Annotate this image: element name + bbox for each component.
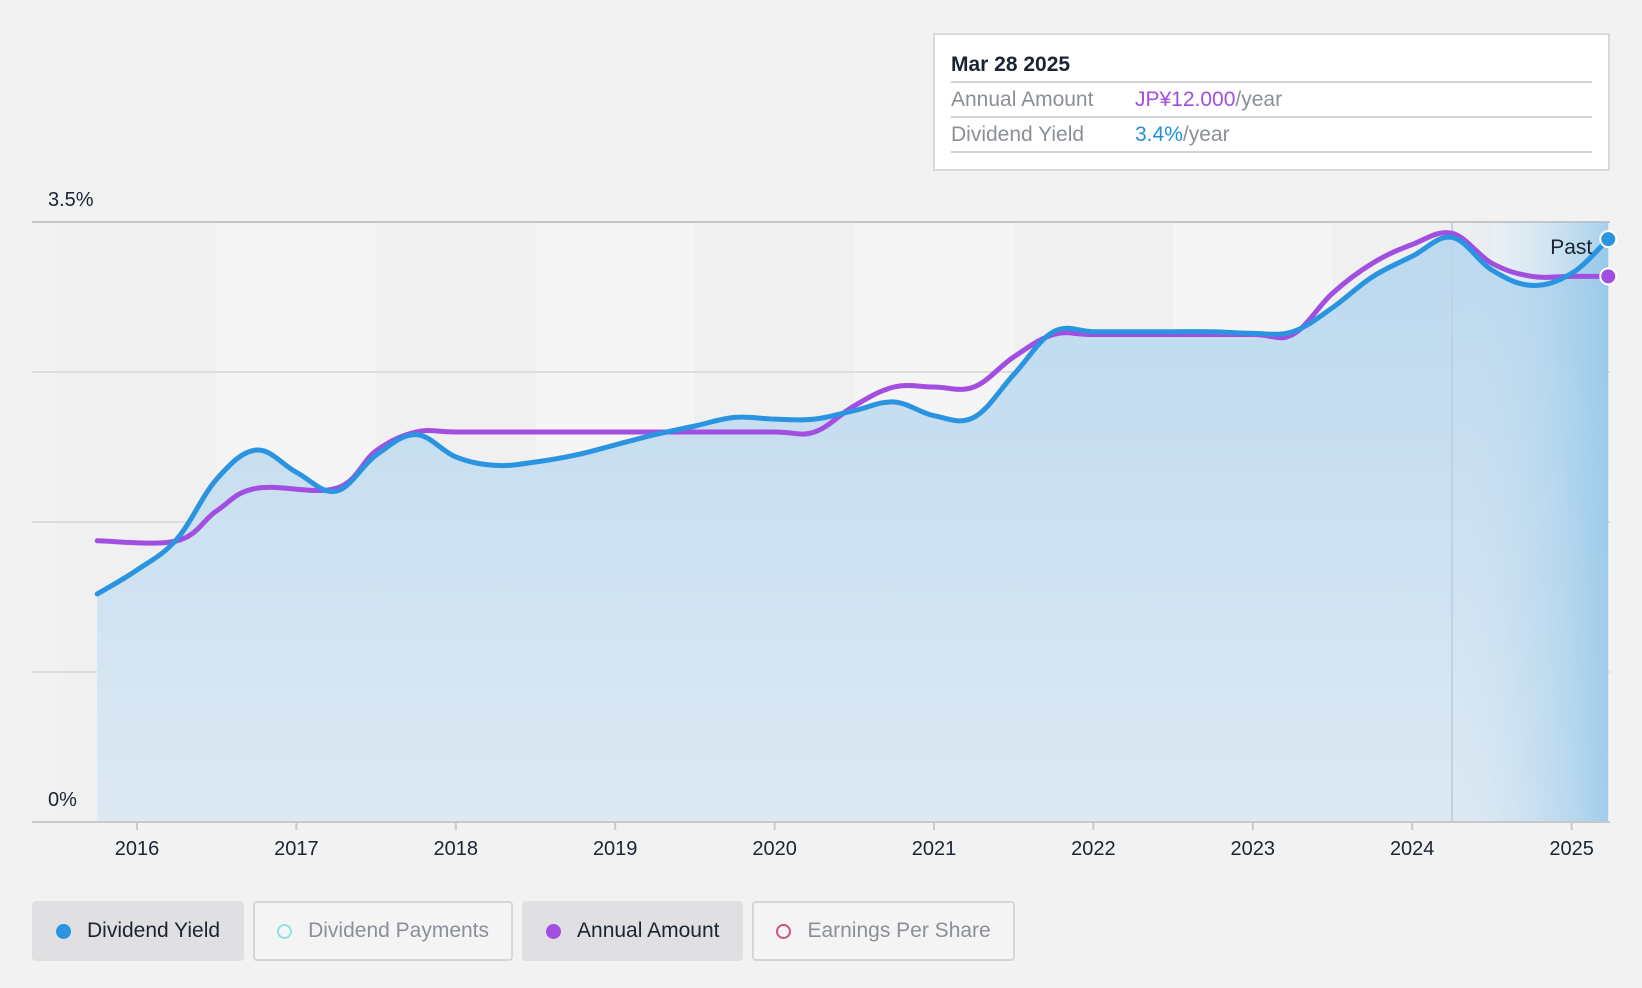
x-tick-label: 2020 [752,838,797,860]
annual-amount-line [94,230,1611,546]
legend-dividend-yield-button[interactable]: Dividend Yield [32,901,245,961]
past-label: Past [1550,236,1592,259]
x-tick-label: 2018 [434,838,479,860]
tooltip-annual-amount-value: JP¥12.000 [1135,88,1236,111]
legend-dot-icon [776,923,792,939]
dividend-yield-end-marker [1599,230,1618,249]
past-region [1452,222,1609,822]
x-tick-label: 2021 [912,838,957,860]
legend-annual-amount-button[interactable]: Annual Amount [522,901,744,961]
legend-dot-icon [546,923,562,939]
legend-dividend-payments-button[interactable]: Dividend Payments [253,901,514,961]
legend-earnings-per-share-button[interactable]: Earnings Per Share [752,901,1015,961]
x-tick-label: 2017 [274,838,319,860]
legend: Dividend Yield Dividend Payments Annual … [32,901,1015,961]
x-tick-label: 2025 [1549,838,1594,860]
dividend-chart: Past 3.5% 0% 2016 2017 2018 2019 2020 2021 202… [32,189,1618,860]
x-tick-label: 2023 [1231,838,1276,860]
tooltip-dividend-yield-value: 3.4% [1135,123,1183,146]
dividend-yield-area [97,237,1609,823]
tooltip-key: Dividend Yield [951,123,1085,146]
dividend-yield-line [94,234,1611,597]
legend-dot-icon [56,923,71,939]
legend-label: Earnings Per Share [807,919,991,942]
tooltip-row-dividend-yield: Dividend Yield 3.4% /year [951,118,1592,153]
tooltip-date: Mar 28 2025 [951,49,1592,83]
legend-label: Annual Amount [577,919,720,942]
tooltip: Mar 28 2025 Annual Amount JP¥12.000 /yea… [933,33,1610,171]
x-tick-label: 2016 [115,838,160,860]
legend-label: Dividend Payments [308,919,490,942]
tooltip-row-annual-amount: Annual Amount JP¥12.000 /year [951,83,1592,118]
legend-dot-icon [277,923,293,939]
annual-amount-end-marker [1599,267,1618,286]
y-axis-min-label: 0% [48,789,77,811]
tooltip-key: Annual Amount [951,88,1094,111]
x-tick-label: 2019 [593,838,638,860]
x-axis-ticks: 2016 2017 2018 2019 2020 2021 2022 2023 2024 2025 [115,822,1594,860]
legend-label: Dividend Yield [87,919,221,942]
y-axis-max-label: 3.5% [48,189,94,211]
x-tick-label: 2024 [1390,838,1435,860]
x-tick-label: 2022 [1071,838,1116,860]
tooltip-unit: /year [1235,88,1283,111]
tooltip-unit: /year [1182,123,1230,146]
